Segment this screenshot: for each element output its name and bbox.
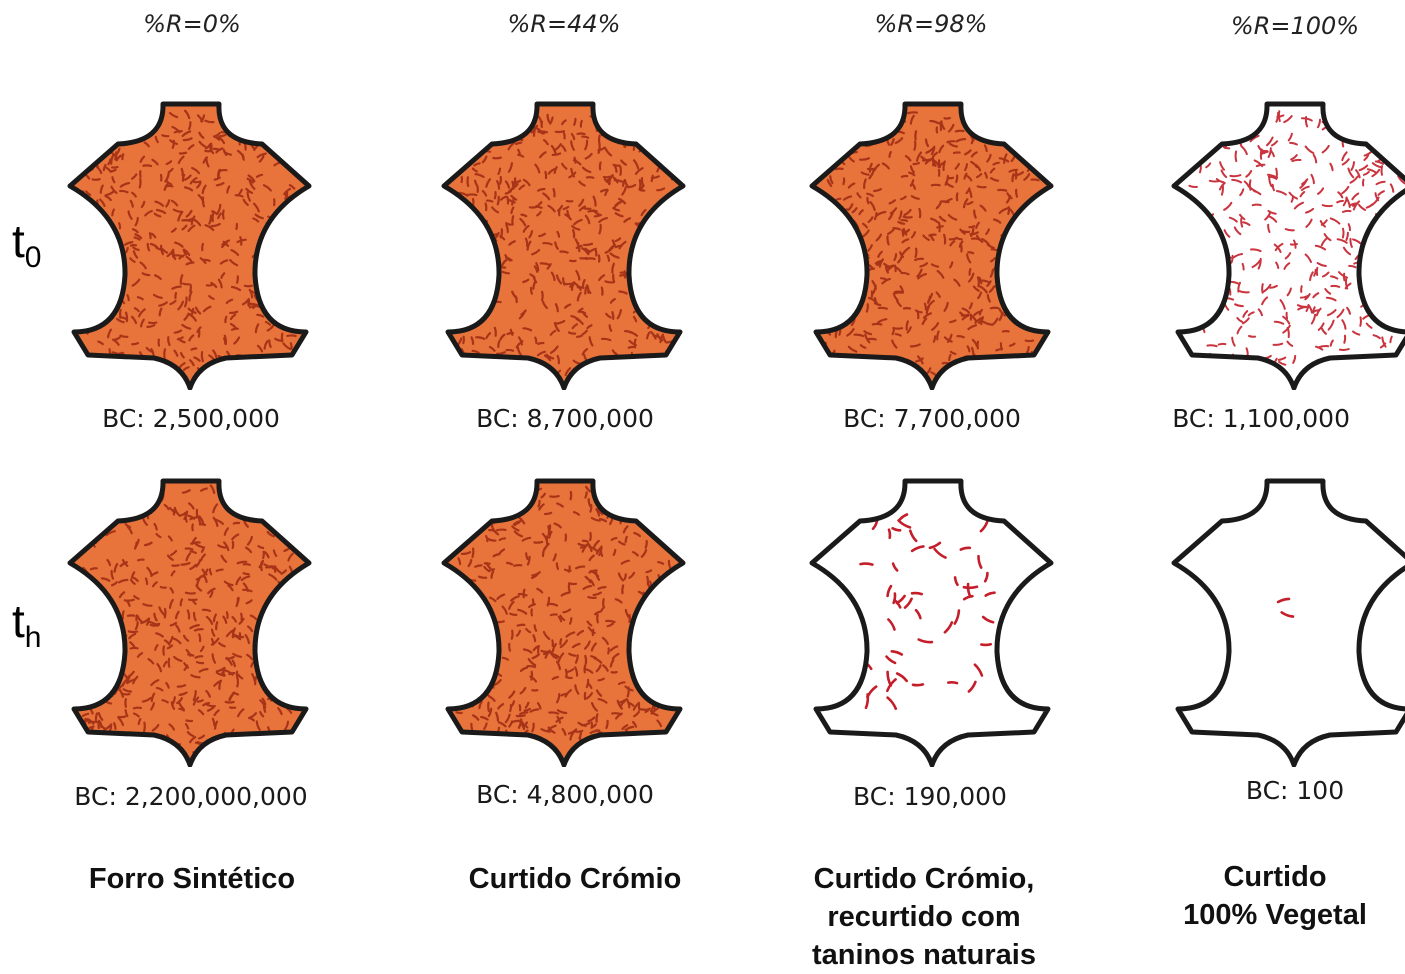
column-header-4: %R=100% <box>1230 12 1360 40</box>
leather-hide-2-t0 <box>441 101 686 390</box>
leather-hide-4-t0 <box>1171 101 1405 390</box>
hide-outline <box>1171 101 1405 390</box>
sample-caption-2: Curtido Crómio <box>468 863 682 895</box>
leather-hide-2-th <box>441 478 686 767</box>
hide-outline <box>441 478 686 767</box>
hide-outline <box>67 478 312 767</box>
bacterial-count-1-th: BC: 2,200,000,000 <box>74 782 308 811</box>
hide-outline <box>67 101 312 390</box>
leather-hide-3-t0 <box>809 101 1054 390</box>
hide-outline <box>809 478 1054 767</box>
row-label-t0: t0 <box>12 215 42 274</box>
hide-outline <box>441 101 686 390</box>
bacteria-markings <box>1276 597 1295 618</box>
sample-caption-4: Curtido 100% Vegetal <box>1183 861 1367 931</box>
bacterial-count-4-th: BC: 100 <box>1245 776 1345 805</box>
bacteria-markings <box>859 513 996 710</box>
sample-caption-3: Curtido Crómio, recurtido com taninos na… <box>812 863 1036 971</box>
bacterial-count-2-t0: BC: 8,700,000 <box>476 404 654 433</box>
sample-caption-1: Forro Sintético <box>88 863 296 895</box>
hide-body <box>812 104 1051 388</box>
hide-body <box>444 481 683 765</box>
bacterial-count-3-th: BC: 190,000 <box>853 782 1007 811</box>
bacterial-count-2-th: BC: 4,800,000 <box>476 780 654 809</box>
column-header-2: %R=44% <box>507 10 621 38</box>
bacterial-count-3-t0: BC: 7,700,000 <box>843 404 1021 433</box>
leather-hide-1-t0 <box>67 101 312 390</box>
hide-outline <box>1171 478 1405 767</box>
hide-body <box>812 481 1051 765</box>
hide-body <box>1174 104 1405 388</box>
hide-body <box>70 481 309 765</box>
bacterial-count-1-t0: BC: 2,500,000 <box>102 404 280 433</box>
leather-hide-1-th <box>67 478 312 767</box>
bacterial-count-4-t0: BC: 1,100,000 <box>1172 404 1350 433</box>
leather-hide-4-th <box>1171 478 1405 767</box>
hide-body <box>1174 481 1405 765</box>
hide-body <box>444 104 683 388</box>
column-header-1: %R=0% <box>143 10 241 38</box>
column-header-3: %R=98% <box>874 10 988 38</box>
hide-outline <box>809 101 1054 390</box>
leather-hide-3-th <box>809 478 1054 767</box>
row-label-th: th <box>12 595 42 654</box>
